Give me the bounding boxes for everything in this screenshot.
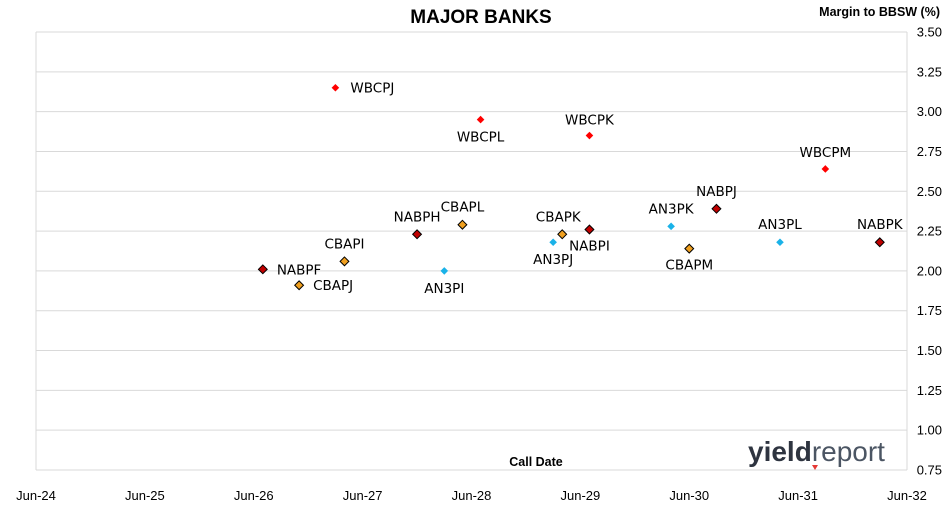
data-label-wbcpk: WBCPK [565, 113, 615, 129]
data-point-an3pj [549, 238, 557, 247]
data-label-an3pi: AN3PI [424, 281, 464, 297]
x-tick-label: Jun-32 [887, 488, 927, 503]
data-point-cbapm [684, 243, 695, 254]
data-label-cbapm: CBAPM [665, 258, 713, 274]
y-tick-label: 3.25 [917, 64, 942, 79]
data-label-wbcpm: WBCPM [800, 145, 852, 161]
data-label-wbcpl: WBCPL [457, 130, 505, 146]
y-tick-label: 2.50 [917, 184, 942, 199]
y-tick-label: 0.75 [917, 463, 942, 478]
data-point-an3pi [440, 267, 449, 275]
x-tick-label: Jun-30 [669, 488, 709, 503]
y-tick-label: 3.00 [917, 104, 942, 119]
data-label-nabpf: NABPF [277, 262, 322, 278]
logo-mark-icon [812, 465, 818, 470]
data-label-an3pk: AN3PK [649, 201, 695, 217]
data-label-cbapk: CBAPK [536, 209, 582, 225]
svg-text:yieldreport: yieldreport [748, 436, 885, 467]
data-point-cbapk [557, 229, 568, 240]
data-point-wbcpj [331, 83, 340, 92]
data-label-an3pl: AN3PL [758, 217, 802, 233]
data-point-wbcpl [476, 115, 485, 124]
y-tick-label: 3.50 [917, 25, 942, 40]
chart-title: MAJOR BANKS [410, 7, 551, 28]
data-points [257, 83, 885, 291]
x-axis-ticks: Jun-24 Jun-25 Jun-26 Jun-27 Jun-28 Jun-29 Jun-… [16, 488, 927, 503]
y-tick-label: 1.00 [917, 423, 942, 438]
data-point-cbapj [294, 280, 305, 291]
x-tick-label: Jun-28 [452, 488, 492, 503]
data-label-nabph: NABPH [394, 209, 441, 225]
x-axis-title: Call Date [509, 455, 563, 469]
x-tick-label: Jun-27 [343, 488, 383, 503]
data-point-an3pk [667, 222, 675, 231]
x-tick-label: Jun-31 [778, 488, 818, 503]
data-point-nabpj [711, 203, 722, 214]
data-point-cbapi [339, 256, 350, 267]
data-point-nabpf [257, 264, 268, 275]
data-point-cbapl [457, 219, 468, 230]
y-tick-label: 2.25 [917, 224, 942, 239]
data-label-cbapj: CBAPJ [313, 278, 353, 294]
data-label-nabpj: NABPJ [696, 184, 737, 200]
y-tick-label: 1.50 [917, 343, 942, 358]
x-tick-label: Jun-25 [125, 488, 165, 503]
y-tick-label: 2.00 [917, 263, 942, 278]
x-tick-label: Jun-24 [16, 488, 56, 503]
y-axis-title: Margin to BBSW (%) [819, 5, 940, 19]
data-point-nabpk [874, 237, 885, 248]
y-tick-label: 2.75 [917, 144, 942, 159]
x-tick-label: Jun-26 [234, 488, 274, 503]
y-tick-label: 1.25 [917, 383, 942, 398]
data-point-wbcpk [585, 131, 594, 140]
data-label-cbapl: CBAPL [441, 200, 485, 216]
grid-lines [35, 31, 908, 471]
data-point-nabph [411, 229, 423, 240]
data-label-cbapi: CBAPI [324, 236, 364, 252]
logo-text-report: report [812, 436, 885, 467]
data-label-an3pj: AN3PJ [533, 252, 573, 268]
data-point-nabpi [584, 224, 595, 235]
x-tick-label: Jun-29 [561, 488, 601, 503]
y-tick-label: 1.75 [917, 303, 942, 318]
data-labels: WBCPJ WBCPL WBCPK WBCPM NABPF NABPH NABPI NABPJ… [277, 81, 904, 297]
y-axis-ticks: 0.75 1.00 1.25 1.50 1.75 2.00 2.25 2.50 2.75 3.00… [917, 25, 942, 478]
yieldreport-logo: yieldreport [748, 436, 885, 470]
logo-text-yield: yield [748, 436, 812, 467]
data-point-wbcpm [821, 165, 830, 173]
data-label-nabpk: NABPK [857, 217, 904, 233]
data-label-wbcpj: WBCPJ [350, 81, 394, 97]
data-label-nabpi: NABPI [569, 238, 610, 254]
data-point-an3pl [776, 238, 784, 247]
